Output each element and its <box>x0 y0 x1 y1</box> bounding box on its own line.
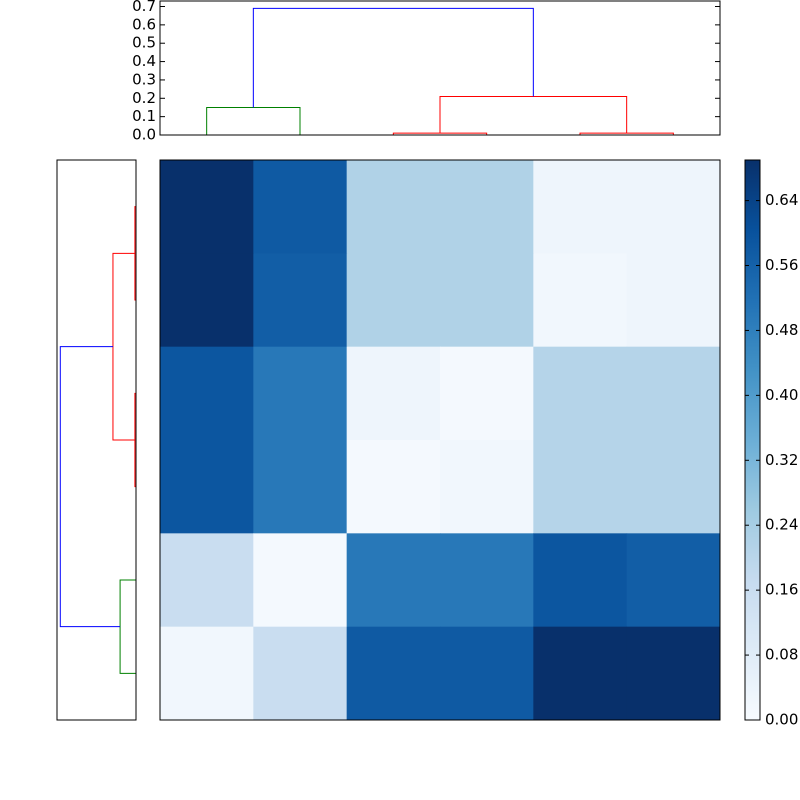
y-tick-label: 0.7 <box>132 0 156 15</box>
y-tick-label: 0.3 <box>132 70 156 88</box>
y-tick-label: 0.6 <box>132 15 156 33</box>
heatmap-cell <box>160 533 254 628</box>
y-tick-label: 0.5 <box>132 34 156 52</box>
heatmap-cell <box>160 346 254 441</box>
heatmap-cell <box>533 253 628 348</box>
heatmap-cell <box>253 626 348 721</box>
y-tick-label: 0.4 <box>132 52 156 70</box>
heatmap-cell <box>626 346 721 441</box>
heatmap-cell <box>626 440 721 534</box>
heatmap-cell <box>253 533 348 628</box>
heatmap-cell <box>346 626 441 721</box>
colorbar <box>744 159 761 721</box>
axes-frame <box>159 159 721 721</box>
heatmap-cell <box>253 346 348 441</box>
y-tick-label: 0.1 <box>132 107 156 125</box>
heatmap-cell <box>440 160 534 254</box>
heatmap-cell <box>440 346 534 441</box>
heatmap-cell <box>533 533 628 628</box>
heatmap-cell <box>346 346 441 441</box>
heatmap-cell <box>440 626 534 721</box>
colorbar-tick-label: 0.56 <box>765 256 798 274</box>
heatmap-cell <box>346 533 441 628</box>
heatmap-cell <box>160 160 254 254</box>
heatmap-cell <box>626 626 721 721</box>
colorbar-tick-label: 0.08 <box>765 646 798 664</box>
heatmap-cell <box>440 253 534 348</box>
dendrogram-link <box>119 579 136 674</box>
heatmap-cell <box>253 160 348 254</box>
heatmap-cell <box>533 440 628 534</box>
heatmap-cell <box>160 626 254 721</box>
dendrogram-link <box>206 106 301 135</box>
colorbar-tick-label: 0.48 <box>765 321 798 339</box>
colorbar-tick-label: 0.64 <box>765 191 798 209</box>
heatmap-cell <box>626 253 721 348</box>
heatmap-cell <box>346 440 441 534</box>
y-tick-label: 0.2 <box>132 89 156 107</box>
heatmap-cell <box>533 160 628 254</box>
axes-frame <box>56 159 137 721</box>
dendrogram-link <box>439 95 628 134</box>
heatmap-cell <box>160 253 254 348</box>
colorbar-tick-label: 0.32 <box>765 451 798 469</box>
heatmap-cell <box>346 160 441 254</box>
colorbar-tick-label: 0.00 <box>765 711 798 729</box>
colorbar-tick-label: 0.24 <box>765 516 798 534</box>
heatmap-cell <box>533 626 628 721</box>
heatmap-cell <box>440 440 534 534</box>
heatmap-cell <box>253 253 348 348</box>
heatmap-cell <box>626 533 721 628</box>
axes-frame <box>159 0 721 136</box>
y-tick-label: 0.0 <box>132 126 156 144</box>
colorbar-tick-label: 0.16 <box>765 581 798 599</box>
heatmap-cell <box>160 440 254 534</box>
heatmap-cell <box>253 440 348 534</box>
heatmap-cell <box>346 253 441 348</box>
dendrogram-link <box>112 252 135 441</box>
heatmap-cell <box>440 533 534 628</box>
colorbar-tick-label: 0.40 <box>765 386 798 404</box>
heatmap-cell <box>626 160 721 254</box>
heatmap-cell <box>533 346 628 441</box>
dendrogram-link <box>59 346 121 628</box>
dendrogram-link <box>252 7 534 108</box>
